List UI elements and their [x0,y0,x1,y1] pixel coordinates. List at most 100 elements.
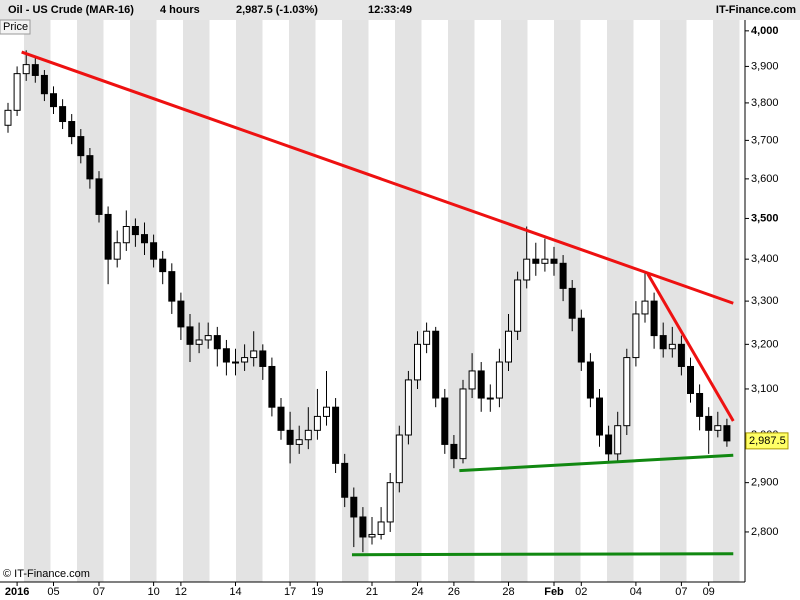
candle-body [404,379,412,436]
axis-title: Price [3,21,28,33]
y-tick-label: 3,400 [751,253,779,265]
x-tick-label: 07 [675,586,687,598]
candle-body [514,279,522,332]
candle-body [596,397,603,436]
candle-body [359,516,367,538]
candle-body [177,300,185,328]
candle-body [659,335,667,350]
candle-body [723,425,731,442]
candle-body [259,350,267,367]
candle-body [131,225,139,236]
candle-body [222,348,230,363]
candle-body [468,370,476,390]
header-bar [0,0,800,20]
candle-body [204,335,212,341]
candle-body [459,388,467,460]
x-tick-label: 17 [284,586,296,598]
candle-body [714,425,722,431]
price-tag-label: 2,987.5 [749,435,786,447]
candle-body [341,462,349,498]
candle-body [332,406,340,464]
candle-body [150,242,158,260]
price-tag [745,432,789,450]
candle-body [550,258,558,264]
candle-body [586,361,594,399]
candle-body [4,109,12,126]
footer: © IT-Finance.com [3,568,90,580]
y-tick-label: 3,300 [751,295,779,307]
candle-body [241,357,249,363]
clock: 12:33:49 [368,4,412,16]
candle-body [31,64,39,76]
candle-body [268,365,276,408]
candle-body [605,434,613,455]
y-tick-label: 3,900 [751,60,779,72]
stripe [607,20,634,582]
x-tick-label: 12 [175,586,187,598]
candle-body [213,335,221,350]
candle-body [141,234,148,244]
candle-body [641,300,649,315]
x-tick-label: 04 [630,586,642,598]
stripe [130,20,157,582]
candle-body [414,343,421,381]
candle-body [323,406,330,417]
y-tick-label: 2,800 [751,526,779,538]
candle-body [541,258,549,264]
x-tick-label: Feb [544,586,564,598]
candle-body [623,357,631,427]
candle-body [668,343,676,350]
candle-body [50,93,57,108]
candle-body [495,361,503,399]
candle-body [86,155,94,180]
day-stripes [24,20,740,582]
stripe [395,20,422,582]
x-tick-label: 19 [311,586,323,598]
candle-body [577,317,585,363]
x-tick-label: 24 [411,586,423,598]
candle-body [40,74,48,95]
y-tick-label: 3,700 [751,134,779,146]
candle-body [113,242,121,260]
candle-body [286,429,294,445]
candle-body [523,258,531,281]
candle-body [232,361,239,364]
candle-body [59,106,67,123]
candle-body [377,521,385,535]
trend-line [351,552,734,557]
candle-body [532,258,540,264]
candle-body [77,136,85,157]
y-axis-panel [745,20,800,600]
trend-line [21,50,734,305]
candle-body [687,365,694,394]
x-tick-label: 02 [575,586,587,598]
y-tick-label: 3,500 [751,212,779,224]
x-tick-label: 28 [502,586,514,598]
y-tick-label: 3,800 [751,97,779,109]
y-tick-label: 2,900 [751,477,779,489]
x-axis-panel [0,582,800,600]
candle-body [250,350,258,359]
candle-body [477,370,485,399]
x-tick-label: 26 [448,586,460,598]
candle-body [423,330,431,345]
candle-body [486,397,494,400]
symbol: Oil - US Crude (MAR-16) [8,4,134,16]
candle-body [568,287,576,319]
x-tick-label: 21 [366,586,378,598]
brand: IT-Finance.com [716,4,796,16]
candle-body [559,262,567,289]
candle-body [313,415,321,431]
candle-body [122,225,130,244]
candle-body [68,121,76,138]
candle-body [186,326,194,345]
interval: 4 hours [160,4,200,16]
y-tick-label: 3,200 [751,338,779,350]
candle-body [304,429,312,441]
candle-body [295,439,303,445]
x-tick-label: 10 [147,586,159,598]
stripe [183,20,210,582]
candle-body [505,330,512,363]
